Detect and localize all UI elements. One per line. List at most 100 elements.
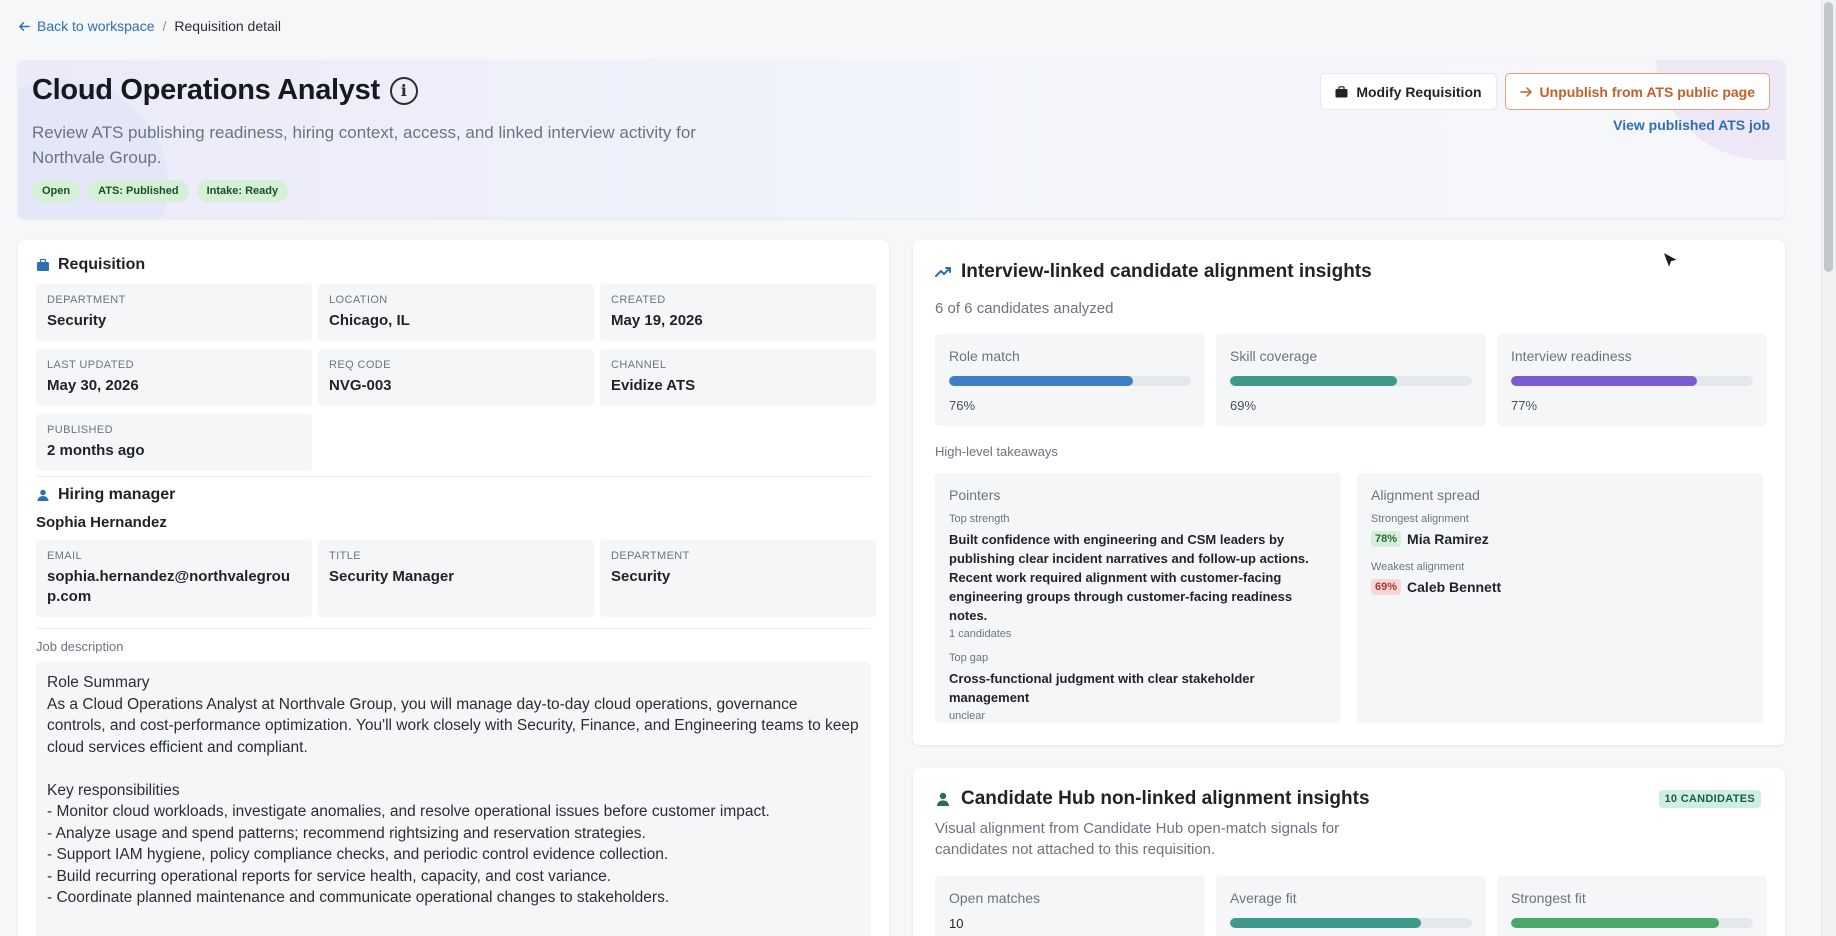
metric-bar (1230, 918, 1472, 928)
breadcrumb: Back to workspace / Requisition detail (18, 18, 281, 34)
alignment-spread-panel: Alignment spread Strongest alignment 78%… (1357, 473, 1763, 723)
spread-title: Alignment spread (1371, 487, 1480, 503)
status-badge-intake: Intake: Ready (196, 180, 289, 202)
breadcrumb-current: Requisition detail (174, 18, 282, 34)
requisition-fields: Department Security Location Chicago, IL C… (36, 284, 876, 471)
unpublish-button[interactable]: Unpublish from ATS public page (1504, 73, 1770, 110)
modify-requisition-button[interactable]: Modify Requisition (1320, 73, 1497, 110)
field-value[interactable]: sophia.hernandez@northvalegroup.com (47, 568, 290, 605)
page-title: Cloud Operations Analyst (32, 74, 380, 106)
trending-up-icon (935, 267, 951, 277)
field-email: Email sophia.hernandez@northvalegroup.com (36, 540, 312, 617)
metric-strongest-fit: Strongest fit (1497, 876, 1767, 936)
hiring-manager-name: Sophia Hernandez (36, 514, 167, 531)
insights-title: Interview-linked candidate alignment ins… (961, 261, 1372, 282)
job-description-label: Job description (36, 639, 124, 654)
field-label: Channel (611, 359, 667, 371)
field-req-code: Req code NVG-003 (318, 349, 594, 406)
top-gap-note: unclear (949, 710, 986, 722)
metric-label: Open matches (949, 890, 1041, 906)
hub-subtitle: Visual alignment from Candidate Hub open… (935, 820, 1340, 858)
top-gap-text: Cross-functional judgment with clear sta… (949, 671, 1255, 705)
hub-title: Candidate Hub non-linked alignment insig… (961, 788, 1370, 809)
field-value: Security Manager (329, 568, 455, 585)
metric-bar (1511, 376, 1753, 386)
candidate-hub-card: Candidate Hub non-linked alignment insig… (913, 768, 1785, 936)
metric-label: Skill coverage (1230, 348, 1318, 364)
strongest-candidate-name[interactable]: Mia Ramirez (1407, 531, 1489, 547)
pointers-panel: Pointers Top strength Built confidence w… (935, 473, 1341, 723)
field-label: Title (329, 550, 361, 562)
field-label: Email (47, 550, 83, 562)
job-description-text: Role Summary As a Cloud Operations Analy… (36, 662, 871, 936)
breadcrumb-separator: / (162, 18, 167, 34)
title-row: Cloud Operations Analyst i (32, 74, 418, 107)
metric-bar (1511, 918, 1753, 928)
field-value: Security (611, 568, 671, 585)
field-created: Created May 19, 2026 (600, 284, 876, 341)
analyzed-count: 6 of 6 candidates analyzed (935, 300, 1114, 317)
pointers-title: Pointers (949, 487, 1001, 503)
page-subtitle: Review ATS publishing readiness, hiring … (32, 123, 696, 167)
briefcase-icon (37, 258, 49, 271)
requisition-title: Requisition (58, 256, 146, 273)
field-label: Department (611, 550, 690, 562)
field-label: Created (611, 294, 666, 306)
top-strength-text: Built confidence with engineering and CS… (949, 532, 1309, 623)
view-published-job-link[interactable]: View published ATS job (1613, 117, 1770, 133)
top-gap-label: Top gap (949, 652, 989, 664)
divider (36, 476, 871, 477)
metric-bar-fill (1511, 376, 1698, 386)
field-value: 2 months ago (47, 442, 145, 459)
metric-label: Average fit (1230, 890, 1297, 906)
requisition-details-card: Requisition Department Security Location C… (18, 240, 889, 936)
metric-label: Interview readiness (1511, 348, 1632, 364)
metric-open-matches: Open matches 10 (935, 876, 1205, 936)
field-title: Title Security Manager (318, 540, 594, 617)
metric-value: 10 (949, 916, 964, 931)
arrow-left-icon (19, 21, 30, 31)
field-value: May 30, 2026 (47, 377, 139, 394)
top-strength-count: 1 candidates (949, 628, 1012, 640)
metric-bar-fill (949, 376, 1133, 386)
weakest-pct-badge: 69% (1371, 579, 1402, 595)
field-label: Req code (329, 359, 391, 371)
metric-bar (1230, 376, 1472, 386)
scrollbar-thumb[interactable] (1824, 2, 1833, 272)
field-value: NVG-003 (329, 377, 392, 394)
user-icon (37, 489, 49, 501)
requisition-section-heading: Requisition (36, 256, 145, 274)
divider (36, 628, 871, 629)
field-value: Evidize ATS (611, 377, 696, 394)
field-value: Security (47, 312, 107, 329)
field-label: Last updated (47, 359, 134, 371)
mouse-cursor-icon (1662, 250, 1680, 270)
info-icon[interactable]: i (389, 76, 418, 105)
metric-bar-fill (1230, 376, 1397, 386)
page-scrollbar[interactable] (1821, 0, 1836, 936)
hiring-manager-heading: Hiring manager (36, 486, 175, 504)
field-location: Location Chicago, IL (318, 284, 594, 341)
status-badge-ats: ATS: Published (88, 180, 189, 202)
field-value: Chicago, IL (329, 312, 410, 329)
weakest-candidate-name[interactable]: Caleb Bennett (1407, 579, 1502, 595)
candidates-count-badge: 10 CANDIDATES (1658, 790, 1761, 808)
back-to-workspace-link[interactable]: Back to workspace (18, 18, 155, 34)
insights-heading: Interview-linked candidate alignment ins… (935, 261, 1372, 283)
hiring-manager-title: Hiring manager (58, 486, 176, 503)
requisition-header: Cloud Operations Analyst i Review ATS pu… (18, 60, 1785, 218)
hiring-manager-fields: Email sophia.hernandez@northvalegroup.com… (36, 540, 876, 617)
briefcase-icon (1335, 85, 1348, 97)
field-department: Department Security (36, 284, 312, 341)
strongest-pct-badge: 78% (1371, 531, 1402, 547)
field-label: Published (47, 424, 113, 436)
strongest-label: Strongest alignment (1371, 513, 1469, 525)
status-badge-open: Open (32, 180, 81, 202)
back-label: Back to workspace (37, 18, 155, 34)
field-published: Published 2 months ago (36, 414, 312, 471)
header-actions: Modify Requisition Unpublish from ATS pu… (1320, 73, 1770, 110)
user-icon (937, 792, 949, 806)
metric-label: Role match (949, 348, 1020, 364)
arrow-right-icon (1519, 86, 1532, 97)
field-channel: Channel Evidize ATS (600, 349, 876, 406)
